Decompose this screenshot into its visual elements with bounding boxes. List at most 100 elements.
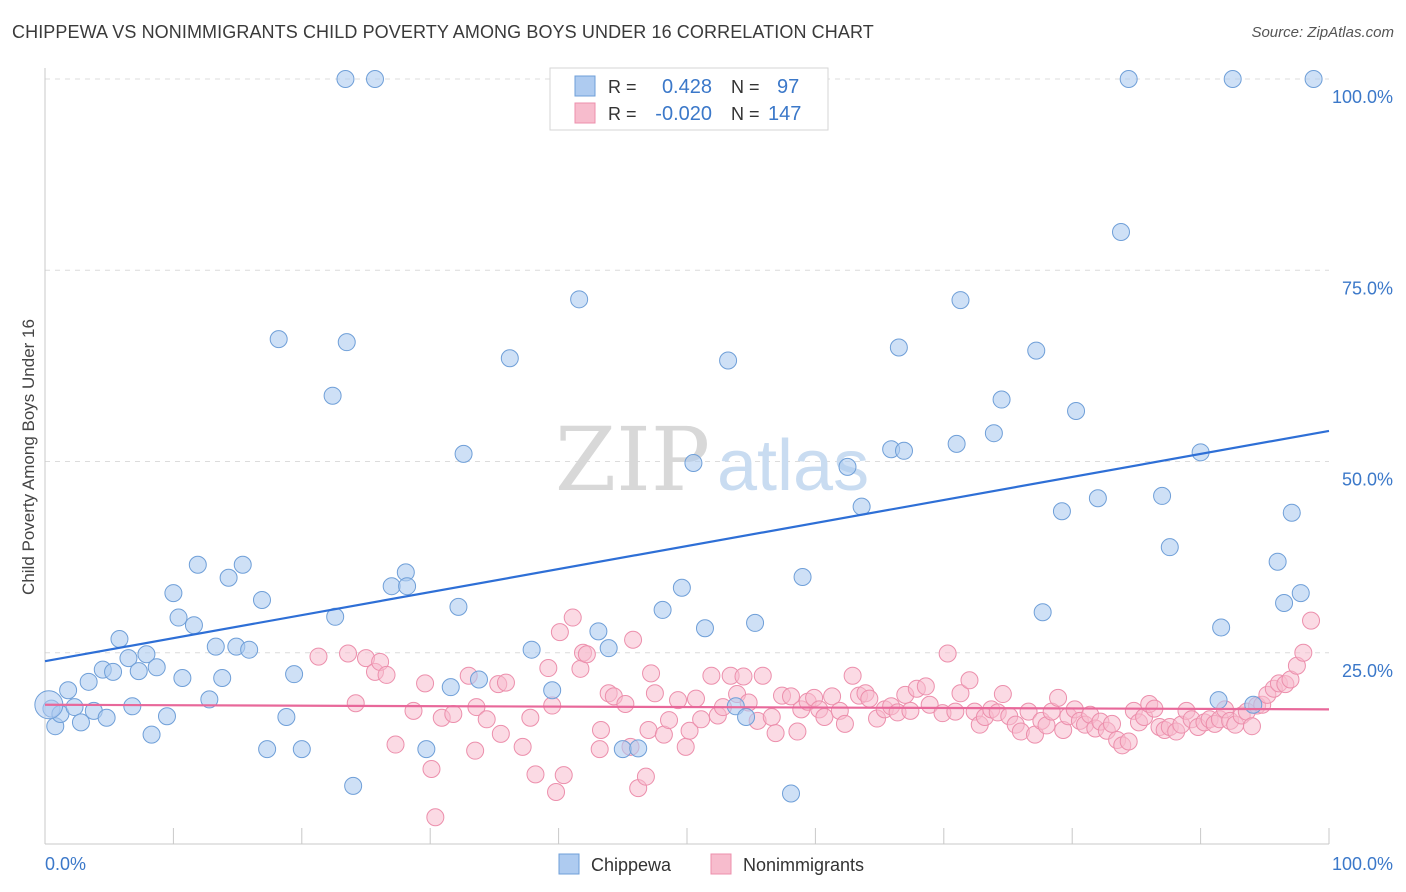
chippewa-point: [653, 600, 672, 619]
nonimmigrants-point: [823, 687, 842, 706]
chippewa-point: [684, 454, 703, 473]
legend-r-value-chippewa: 0.428: [662, 76, 712, 98]
legend-r-label-nonimmigrants: R =: [608, 104, 637, 124]
nonimmigrants-point: [782, 687, 801, 706]
nonimmigrants-point: [860, 689, 879, 708]
nonimmigrants-point: [547, 782, 566, 801]
watermark: ZIP atlas: [555, 408, 869, 511]
nonimmigrants-point: [702, 666, 721, 685]
nonimmigrants-point: [496, 673, 515, 692]
chippewa-point: [382, 577, 401, 596]
chippewa-point: [206, 637, 225, 656]
nonimmigrants-point: [477, 710, 496, 729]
nonimmigrants-points: [309, 608, 1321, 827]
chippewa-point: [65, 698, 84, 717]
chippewa-point: [522, 640, 541, 659]
chippewa-point: [746, 613, 765, 632]
y-tick-label: 100.0%: [1332, 87, 1393, 107]
nonimmigrants-point: [938, 644, 957, 663]
chippewa-point: [1212, 618, 1231, 637]
nonimmigrants-point: [554, 766, 573, 785]
chippewa-point: [500, 349, 519, 368]
chippewa-point: [793, 568, 812, 587]
nonimmigrants-point: [1294, 643, 1313, 662]
nonimmigrants-point: [1302, 611, 1321, 630]
chippewa-point: [344, 776, 363, 795]
chippewa-point: [258, 740, 277, 759]
chippewa-point: [629, 739, 648, 758]
chippewa-point: [1223, 70, 1242, 88]
y-tick-label: 50.0%: [1342, 470, 1393, 490]
nonimmigrants-point: [645, 684, 664, 703]
nonimmigrants-point: [526, 765, 545, 784]
chippewa-point: [719, 351, 738, 370]
bottom-legend-label-chippewa: Chippewa: [591, 855, 672, 875]
chippewa-point: [157, 707, 176, 726]
nonimmigrants-point: [669, 691, 688, 710]
bottom-legend-swatch-nonimmigrants: [710, 853, 732, 875]
chippewa-point: [164, 584, 183, 603]
chippewa-points: [34, 70, 1323, 803]
nonimmigrants-point: [521, 708, 540, 727]
chippewa-point: [695, 619, 714, 638]
chippewa-point: [277, 708, 296, 727]
bottom-legend: Chippewa Nonimmigrants: [558, 853, 864, 875]
chippewa-point: [200, 690, 219, 709]
gridlines: [45, 78, 1329, 654]
chippewa-point: [292, 740, 311, 759]
chippewa-point: [137, 645, 156, 664]
chippewa-point: [454, 444, 473, 463]
chippewa-point: [992, 390, 1011, 409]
chippewa-point: [365, 70, 384, 88]
nonimmigrants-point: [590, 740, 609, 759]
nonimmigrants-point: [577, 645, 596, 664]
nonimmigrants-point: [491, 724, 510, 743]
chippewa-trend-line: [44, 429, 1330, 663]
chippewa-point: [1244, 695, 1263, 714]
chippewa-point: [889, 338, 908, 357]
chippewa-point: [589, 622, 608, 641]
chippewa-point: [1209, 691, 1228, 710]
chippewa-point: [782, 784, 801, 803]
x-tick-label: 100.0%: [1332, 854, 1393, 874]
nonimmigrants-point: [680, 721, 699, 740]
tick-labels: 25.0% 50.0% 75.0% 100.0% 0.0% 100.0%: [45, 87, 1393, 874]
chippewa-point: [1268, 552, 1287, 571]
chippewa-point: [184, 616, 203, 635]
chippewa-point: [213, 668, 232, 687]
chippewa-point: [110, 629, 129, 648]
nonimmigrants-point: [386, 735, 405, 754]
chippewa-point: [469, 670, 488, 689]
chippewa-point: [838, 457, 857, 476]
nonimmigrants-point: [563, 608, 582, 627]
y-axis-label: Child Poverty Among Boys Under 16: [19, 319, 38, 595]
nonimmigrants-point: [676, 737, 695, 756]
trend-lines: [44, 429, 1330, 711]
chippewa-point: [147, 658, 166, 677]
chippewa-point: [417, 740, 436, 759]
chippewa-point: [1153, 486, 1172, 505]
watermark-zip: ZIP: [555, 408, 710, 511]
nonimmigrants-point: [513, 737, 532, 756]
chippewa-point: [984, 424, 1003, 443]
nonimmigrants-point: [1242, 717, 1261, 736]
chippewa-point: [947, 434, 966, 453]
nonimmigrants-point: [843, 666, 862, 685]
nonimmigrants-point: [624, 630, 643, 649]
chippewa-point: [1304, 70, 1323, 88]
nonimmigrants-point: [951, 684, 970, 703]
chippewa-point: [1088, 489, 1107, 508]
nonimmigrants-point: [466, 741, 485, 760]
chippewa-point: [543, 681, 562, 700]
chippewa-point: [240, 640, 259, 659]
nonimmigrants-point: [960, 671, 979, 690]
legend-swatch-chippewa: [574, 75, 596, 97]
chippewa-point: [1291, 584, 1310, 603]
nonimmigrants-trend-line: [44, 703, 1330, 711]
chippewa-point: [169, 608, 188, 627]
nonimmigrants-point: [639, 721, 658, 740]
bottom-legend-label-nonimmigrants: Nonimmigrants: [743, 855, 864, 875]
x-tick-label: 0.0%: [45, 854, 86, 874]
chippewa-point: [123, 697, 142, 716]
chippewa-point: [613, 740, 632, 759]
